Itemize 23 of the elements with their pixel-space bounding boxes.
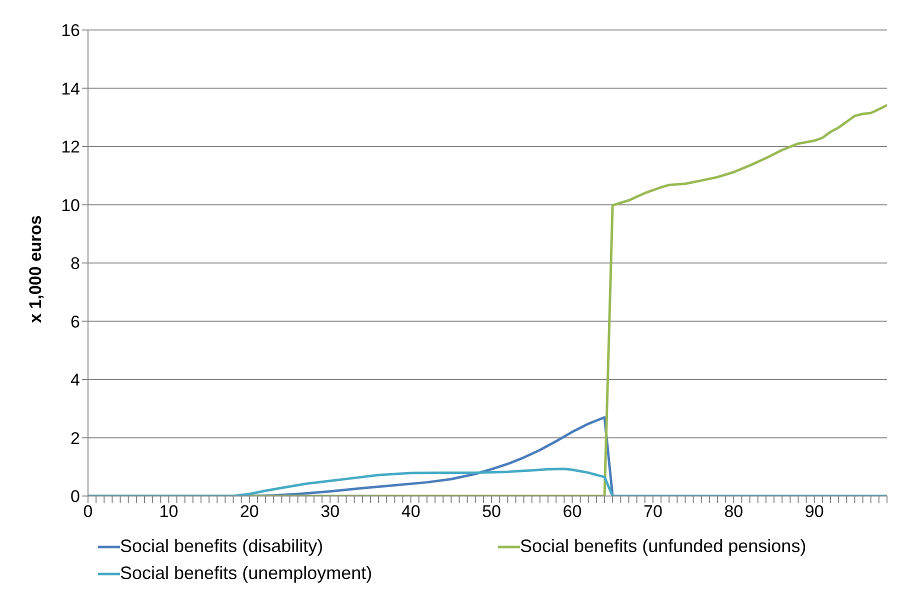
x-tick-label: 50 [482,502,501,522]
x-tick-label: 10 [159,502,178,522]
x-tick-label: 60 [562,502,582,522]
x-tick-label: 90 [804,502,824,522]
y-tick-label: 10 [61,196,80,215]
x-tick-label: 80 [724,502,744,522]
x-tick-label: 40 [401,502,420,522]
y-tick-label: 16 [61,21,80,40]
legend-label: Social benefits (unemployment) [120,563,372,584]
y-axis-title: x 1,000 euros [26,215,46,323]
y-tick-label: 8 [70,254,80,274]
legend-label: Social benefits (unfunded pensions) [520,536,806,557]
legend-label: Social benefits (disability) [120,536,324,557]
x-tick-label: 70 [643,502,662,522]
x-tick-label: 20 [240,502,259,522]
y-tick-label: 14 [61,79,80,98]
y-tick-label: 4 [70,370,80,390]
x-tick-label: 30 [320,502,340,522]
y-tick-label: 0 [70,487,80,506]
y-tick-label: 6 [70,312,80,332]
y-tick-label: 2 [70,428,80,448]
x-tick-label: 0 [83,502,93,522]
y-tick-label: 12 [61,138,80,157]
